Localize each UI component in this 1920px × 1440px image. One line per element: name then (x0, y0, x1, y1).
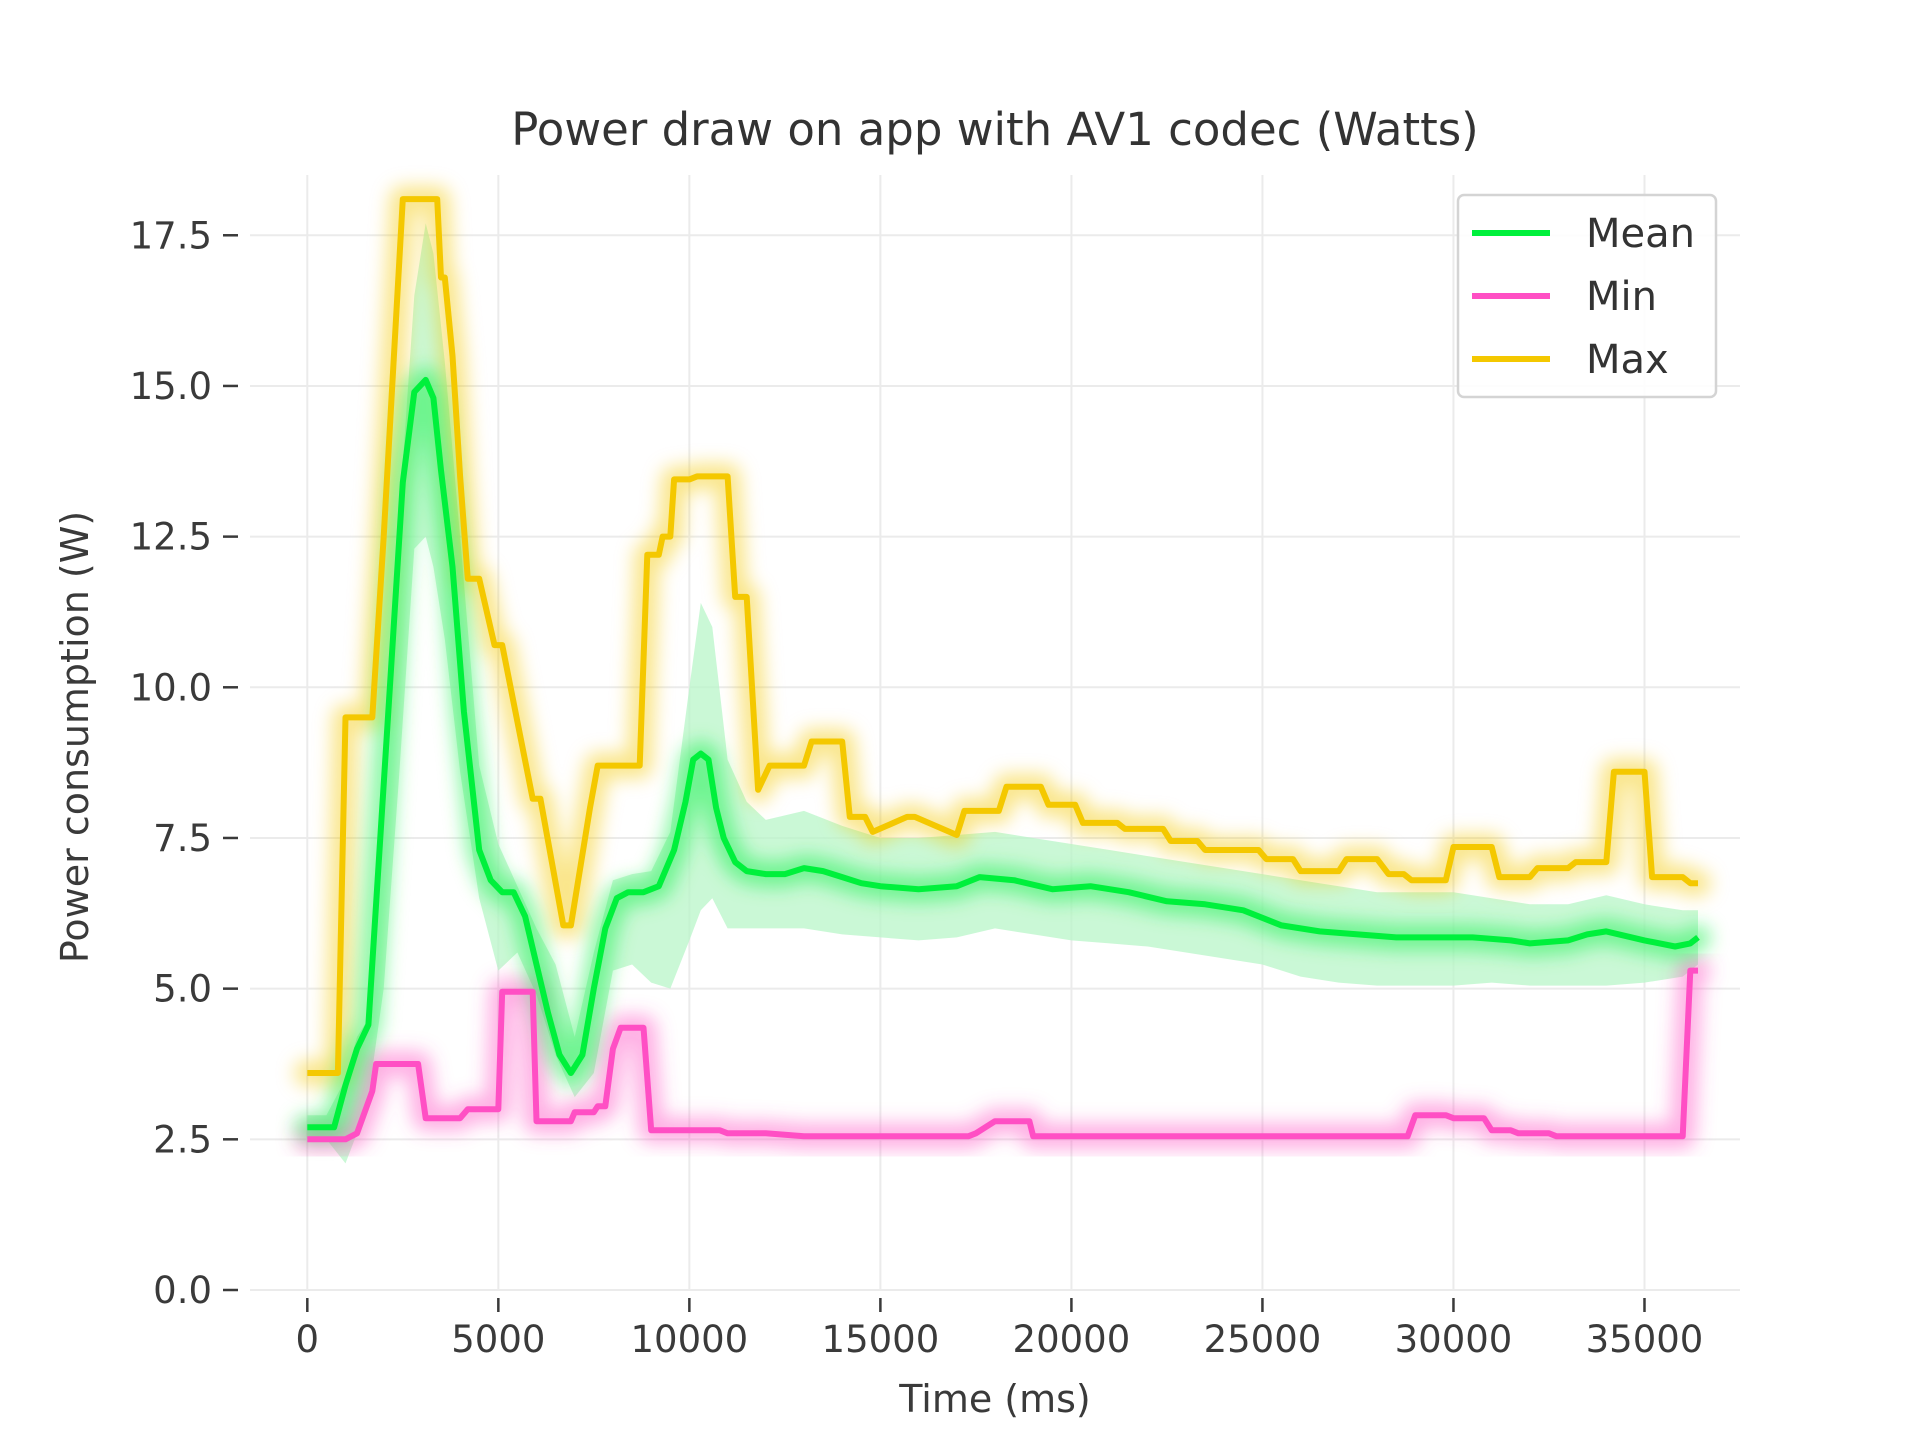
legend-label-mean: Mean (1586, 211, 1695, 257)
axis-layer: 0 5000 10000 15000 20000 25000 30000 35000 0.0 2.… (130, 214, 1704, 1361)
x-tick-label: 30000 (1395, 1318, 1513, 1361)
max-series-line (307, 196, 1698, 1076)
y-axis-label: Power consumption (W) (53, 511, 97, 963)
legend-box (1456, 193, 1718, 399)
line-layer (307, 196, 1700, 1143)
y-tick-label: 7.5 (153, 817, 212, 860)
legend-label-min: Min (1586, 274, 1657, 320)
y-tick-label: 12.5 (130, 516, 212, 559)
chart-title: Power draw on app with AV1 codec (Watts) (511, 103, 1478, 156)
x-tick-label: 5000 (451, 1318, 545, 1361)
min-series-line (307, 967, 1698, 1143)
mean-series-line (307, 376, 1700, 1131)
x-tick-label: 35000 (1586, 1318, 1704, 1361)
x-tick-label: 10000 (631, 1318, 749, 1361)
y-tick-label: 5.0 (153, 968, 212, 1011)
y-tick-label: 15.0 (130, 365, 212, 408)
x-tick-label: 20000 (1013, 1318, 1131, 1361)
y-tick-label: 10.0 (130, 666, 212, 709)
legend: Mean Min Max (1456, 193, 1718, 399)
x-tick-label: 15000 (822, 1318, 940, 1361)
x-tick-label: 0 (296, 1318, 320, 1361)
y-tick-label: 17.5 (130, 214, 212, 257)
legend-label-max: Max (1586, 337, 1669, 383)
x-axis-label: Time (ms) (898, 1377, 1091, 1421)
y-tick-label: 0.0 (153, 1269, 212, 1312)
x-tick-label: 25000 (1204, 1318, 1322, 1361)
min-series-glow (294, 957, 1711, 1153)
y-tick-label: 2.5 (153, 1118, 212, 1161)
